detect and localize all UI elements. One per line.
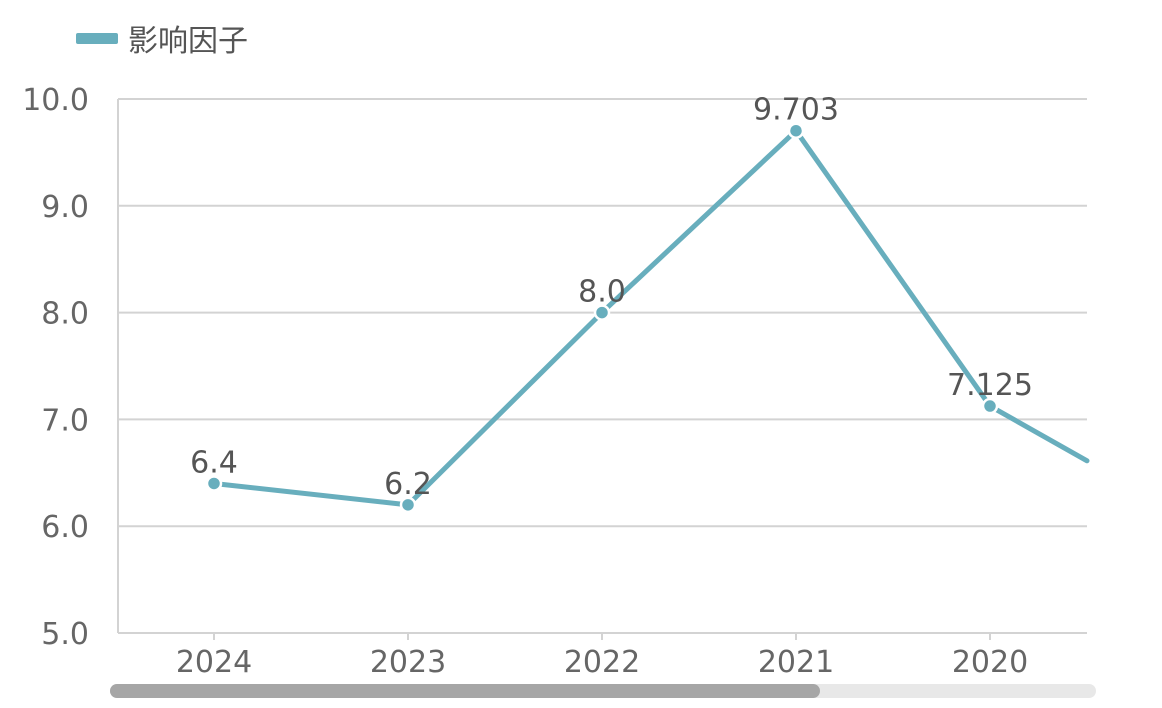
y-tick-label: 9.0 <box>41 190 89 225</box>
scrollbar-track[interactable] <box>110 684 1096 698</box>
data-label: 6.4 <box>190 445 238 480</box>
series-line <box>211 128 1090 508</box>
data-point <box>205 475 223 492</box>
x-tick-label: 2023 <box>370 645 446 680</box>
x-tick-label: 2020 <box>952 645 1028 680</box>
y-tick-label: 8.0 <box>41 297 89 332</box>
y-tick-label: 7.0 <box>41 403 89 438</box>
data-point <box>787 122 805 139</box>
data-point <box>981 397 999 415</box>
x-tick-label: 2021 <box>758 645 834 680</box>
x-tick-label: 2022 <box>564 645 640 680</box>
data-label: 9.703 <box>753 93 839 128</box>
data-label: 7.125 <box>947 368 1033 403</box>
scrollbar-thumb[interactable] <box>110 684 820 698</box>
data-label: 6.2 <box>384 467 432 502</box>
legend[interactable]: 影响因子 <box>76 18 248 59</box>
y-tick-label: 5.0 <box>41 617 89 652</box>
data-point <box>593 304 611 321</box>
y-tick-label: 10.0 <box>22 83 89 118</box>
legend-label: 影响因子 <box>128 24 248 59</box>
data-label: 8.0 <box>578 275 626 310</box>
legend-swatch <box>76 32 118 44</box>
data-point <box>399 496 417 514</box>
x-tick-label: 2024 <box>176 645 252 680</box>
y-tick-label: 6.0 <box>41 510 89 545</box>
